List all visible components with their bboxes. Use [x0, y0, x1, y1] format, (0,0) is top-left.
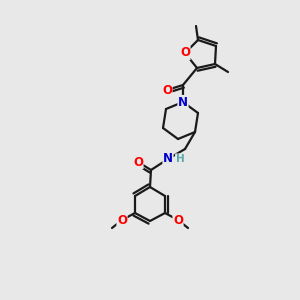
Text: N: N	[163, 152, 173, 166]
Text: O: O	[180, 46, 190, 59]
Text: H: H	[176, 154, 184, 164]
Text: O: O	[117, 214, 127, 226]
Text: O: O	[173, 214, 183, 226]
Text: N: N	[178, 95, 188, 109]
Text: O: O	[133, 155, 143, 169]
Text: O: O	[162, 83, 172, 97]
